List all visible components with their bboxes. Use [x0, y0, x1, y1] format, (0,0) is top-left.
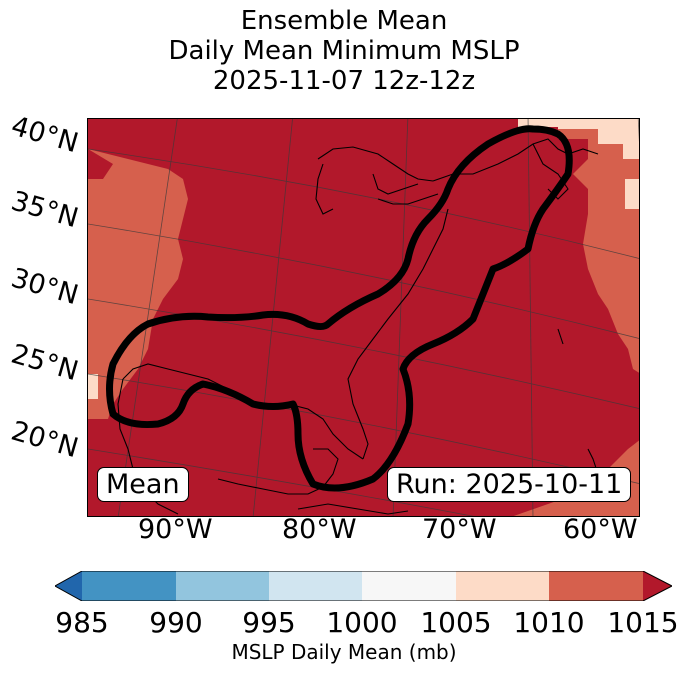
lon-label-70w: 70°W [422, 514, 497, 545]
lat-label-25n: 25°N [7, 338, 82, 388]
colorbar-label: MSLP Daily Mean (mb) [231, 640, 457, 664]
colorbar-segment-1010-1015 [549, 571, 643, 601]
colorbar-segment-990-995 [176, 571, 269, 601]
lon-label-90w: 90°W [138, 514, 213, 545]
colorbar-tick-995: 995 [242, 606, 296, 639]
pressure-field-1005-1010-west [88, 374, 98, 399]
lat-label-35n: 35°N [7, 185, 82, 235]
lat-label-20n: 20°N [7, 415, 82, 465]
lon-label-80w: 80°W [282, 514, 357, 545]
map-panel [87, 118, 640, 517]
colorbar-tick-1005: 1005 [420, 606, 492, 639]
pressure-field-over-1015 [88, 119, 639, 516]
pressure-field-over-1015-nw [88, 149, 113, 179]
colorbar-tick-990: 990 [149, 606, 203, 639]
colorbar-overflow-arrow [643, 571, 672, 601]
colorbar-tick-1010: 1010 [513, 606, 585, 639]
contour-1010mb [106, 125, 573, 492]
colorbar-underflow-arrow [55, 571, 82, 601]
colorbar-tick-1015: 1015 [607, 606, 679, 639]
colorbar-segment-985-990 [82, 571, 176, 601]
lon-label-60w: 60°W [563, 514, 638, 545]
map-svg [88, 119, 639, 516]
lat-label-30n: 30°N [7, 262, 82, 312]
colorbar-segment-1005-1010 [456, 571, 549, 601]
run-date-badge: Run: 2025-10-11 [387, 467, 632, 502]
colorbar-tick-1000: 1000 [326, 606, 398, 639]
colorbar-tick-985: 985 [55, 606, 109, 639]
title-line-3: 2025-11-07 12z-12z [212, 66, 476, 96]
lat-label-40n: 40°N [7, 110, 82, 160]
mean-badge: Mean [97, 467, 189, 502]
colorbar-segment-1000-1005 [362, 571, 456, 601]
colorbar-segment-995-1000 [269, 571, 362, 601]
pressure-field-1005-1010-east [625, 179, 639, 209]
title-line-1: Ensemble Mean [240, 6, 448, 36]
map-title: Ensemble Mean Daily Mean Minimum MSLP 20… [0, 6, 688, 96]
colorbar [55, 571, 672, 601]
title-line-2: Daily Mean Minimum MSLP [168, 36, 520, 66]
